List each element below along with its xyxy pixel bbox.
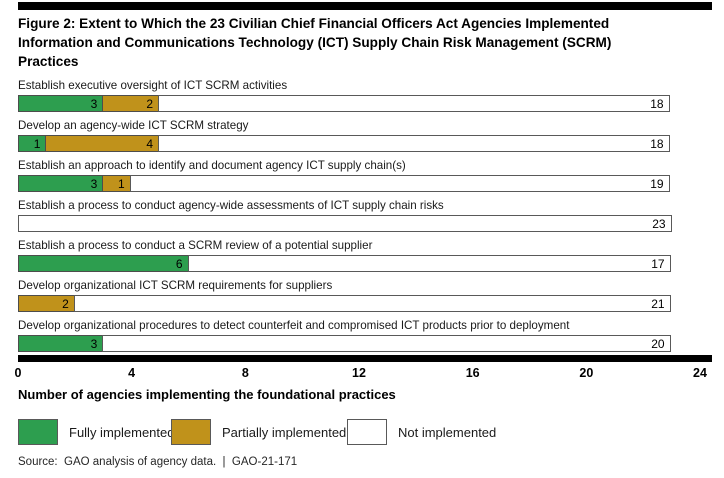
- segment-count: 18: [650, 136, 664, 151]
- legend-label: Fully implemented: [69, 424, 175, 440]
- practice-row: Develop an agency-wide ICT SCRM strategy…: [18, 118, 712, 152]
- segment-count: 17: [651, 256, 665, 271]
- x-axis-tick: 24: [693, 366, 707, 380]
- bar-segment-not-implemented: 21: [73, 295, 671, 312]
- legend-swatch-not-implemented: [347, 419, 387, 445]
- practice-label: Establish an approach to identify and do…: [18, 159, 406, 172]
- bar-segment-not-implemented: 19: [129, 175, 670, 192]
- source-note: Source: GAO analysis of agency data. | G…: [18, 456, 298, 468]
- segment-count: 1: [117, 176, 125, 191]
- segment-count: 23: [652, 216, 666, 231]
- bar-segment-not-implemented: 18: [158, 135, 670, 152]
- segment-count: 3: [90, 176, 98, 191]
- practice-label: Establish a process to conduct a SCRM re…: [18, 239, 373, 252]
- stacked-bar: 3 20: [18, 335, 700, 352]
- bar-segment-partially-implemented: 2: [102, 95, 160, 112]
- practice-row: Develop organizational procedures to det…: [18, 318, 712, 352]
- practice-row: Establish a process to conduct agency-wi…: [18, 198, 712, 232]
- practice-row: Establish executive oversight of ICT SCR…: [18, 78, 712, 112]
- practice-row: Develop organizational ICT SCRM requirem…: [18, 278, 712, 312]
- x-axis-tick: 8: [241, 366, 249, 380]
- legend-item: Fully implemented: [18, 418, 175, 446]
- x-axis-label: Number of agencies implementing the foun…: [18, 387, 396, 402]
- practice-row: Establish an approach to identify and do…: [18, 158, 712, 192]
- legend: Fully implemented Partially implemented No…: [18, 418, 712, 446]
- segment-count: 4: [146, 136, 154, 151]
- segment-count: 6: [175, 256, 183, 271]
- figure-title: Figure 2: Extent to Which the 23 Civilia…: [18, 14, 720, 71]
- x-axis-line: [18, 355, 712, 362]
- bar-segment-fully-implemented: 3: [18, 175, 104, 192]
- segment-count: 21: [651, 296, 665, 311]
- bar-segment-not-implemented: 20: [102, 335, 671, 352]
- segment-count: 3: [90, 336, 98, 351]
- practice-label: Develop organizational procedures to det…: [18, 319, 570, 332]
- legend-label: Not implemented: [398, 424, 497, 440]
- stacked-bar: 6 17: [18, 255, 700, 272]
- x-axis-tick: 4: [128, 366, 136, 380]
- figure-title-line: Information and Communications Technolog…: [18, 35, 612, 50]
- bar-segment-fully-implemented: 3: [18, 95, 104, 112]
- figure-title-line: Practices: [18, 54, 79, 69]
- segment-count: 19: [650, 176, 664, 191]
- bar-segment-not-implemented: 17: [187, 255, 671, 272]
- legend-swatch-fully-implemented: [18, 419, 58, 445]
- x-axis-tick: 20: [579, 366, 594, 380]
- bar-segment-fully-implemented: 3: [18, 335, 104, 352]
- practice-row: Establish a process to conduct a SCRM re…: [18, 238, 712, 272]
- x-axis-tick: 0: [14, 366, 22, 380]
- stacked-bar: 2 21: [18, 295, 700, 312]
- legend-swatch-partially-implemented: [171, 419, 211, 445]
- x-axis-ticks: 0 4 8 12 16 20 24: [14, 366, 707, 381]
- stacked-bar: 1 4 18: [18, 135, 700, 152]
- top-divider-rule: [18, 2, 712, 10]
- stacked-bar: 3 2 18: [18, 95, 700, 112]
- segment-count: 2: [62, 296, 69, 311]
- x-axis-tick: 16: [465, 366, 480, 380]
- segment-count: 18: [650, 96, 664, 111]
- stacked-bar: 23: [18, 215, 700, 232]
- stacked-bar: 3 1 19: [18, 175, 700, 192]
- bar-segment-not-implemented: 23: [18, 215, 672, 232]
- legend-item: Not implemented: [347, 418, 496, 446]
- bar-chart-rows: Establish executive oversight of ICT SCR…: [18, 78, 712, 358]
- segment-count: 1: [33, 136, 41, 151]
- segment-count: 3: [90, 96, 98, 111]
- practice-label: Develop an agency-wide ICT SCRM strategy: [18, 119, 249, 132]
- bar-segment-partially-implemented: 4: [45, 135, 160, 152]
- bar-segment-fully-implemented: 6: [18, 255, 189, 272]
- legend-label: Partially implemented: [222, 424, 347, 440]
- segment-count: 2: [146, 96, 154, 111]
- bar-segment-not-implemented: 18: [158, 95, 670, 112]
- practice-label: Establish a process to conduct agency-wi…: [18, 199, 444, 212]
- bar-segment-partially-implemented: 1: [102, 175, 131, 192]
- bar-segment-fully-implemented: 1: [18, 135, 47, 152]
- figure-title-line: Figure 2: Extent to Which the 23 Civilia…: [18, 16, 610, 31]
- segment-count: 20: [651, 336, 665, 351]
- practice-label: Develop organizational ICT SCRM requirem…: [18, 279, 333, 292]
- x-axis-tick: 12: [352, 366, 366, 380]
- legend-item: Partially implemented: [171, 418, 346, 446]
- practice-label: Establish executive oversight of ICT SCR…: [18, 79, 288, 92]
- bar-segment-partially-implemented: 2: [18, 295, 75, 312]
